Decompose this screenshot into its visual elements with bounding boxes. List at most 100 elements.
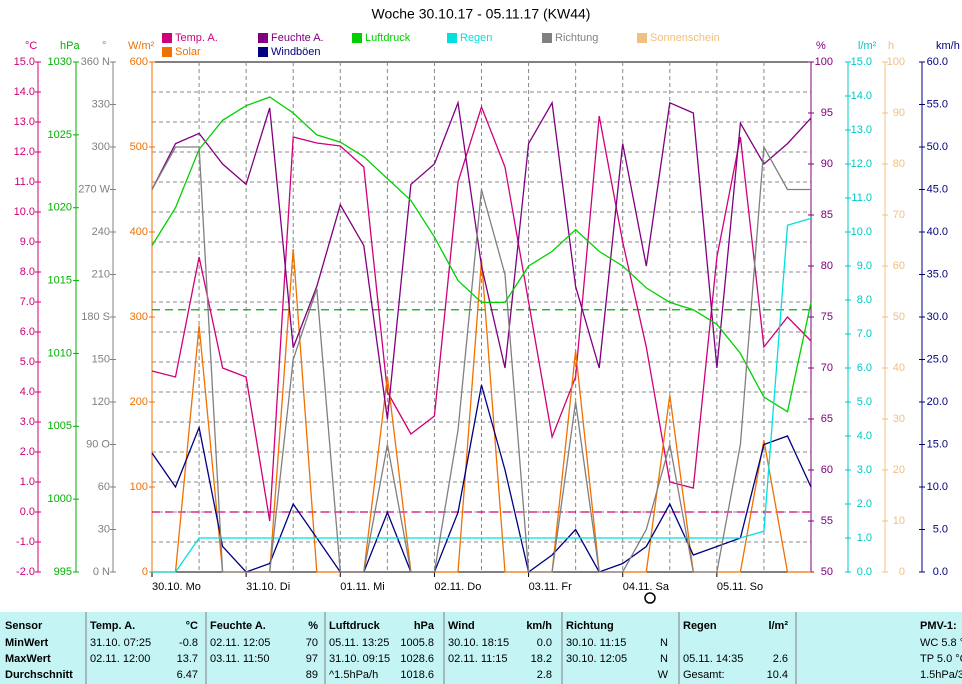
y-tick-label: 60.0: [927, 56, 948, 68]
y-tick-label: 120: [92, 396, 110, 408]
y-tick-label: 55.0: [927, 98, 948, 110]
cell-value: 1005.8: [400, 637, 434, 649]
series-line: [151, 384, 812, 574]
y-tick-label: 5.0: [933, 523, 948, 535]
y-tick-label: 25.0: [927, 353, 948, 365]
x-tick-label: 31.10. Di: [246, 581, 290, 593]
y-tick-label: 1005: [48, 420, 72, 432]
legend-label: Luftdruck: [365, 32, 411, 44]
y-tick-label: 5.0: [857, 396, 872, 408]
series-line: [152, 217, 812, 573]
column-title: Regen: [683, 620, 717, 632]
legend-label: Regen: [460, 32, 492, 44]
y-tick-label: 1025: [48, 129, 72, 141]
y-tick-label: 200: [130, 396, 148, 408]
y-tick-label: 40.0: [927, 226, 948, 238]
cell-time: ^1.5hPa/h: [329, 669, 378, 681]
cell-time: Gesamt:: [683, 669, 725, 681]
y-tick-label: 8.0: [857, 294, 872, 306]
y-tick-label: 30: [893, 413, 905, 425]
legend-swatch: [162, 47, 172, 57]
cell-value: W: [658, 669, 669, 681]
x-tick-label: 03.11. Fr: [529, 581, 573, 593]
axis-unit: hPa: [60, 40, 80, 52]
y-tick-label: 100: [815, 56, 833, 68]
y-tick-label: 15.0: [851, 56, 872, 68]
y-tick-label: 14.0: [14, 86, 35, 98]
cell-value: 2.6: [773, 653, 788, 665]
pmv-value: WC 5.8 °: [920, 637, 962, 649]
y-tick-label: 30: [98, 523, 110, 535]
y-tick-label: 65: [821, 413, 833, 425]
y-tick-label: 40: [893, 362, 905, 374]
cell-value: 2.8: [537, 669, 552, 681]
cell-time: 30.10. 12:05: [566, 653, 627, 665]
y-tick-label: 1.0: [857, 532, 872, 544]
column-unit: l/m²: [768, 620, 788, 632]
y-tick-label: -2.0: [16, 566, 35, 578]
column-unit: km/h: [526, 620, 552, 632]
y-tick-label: 6.0: [20, 326, 35, 338]
y-tick-label: 360 N: [81, 56, 110, 68]
y-tick-label: 6.0: [857, 362, 872, 374]
y-tick-label: 55: [821, 515, 833, 527]
cell-value: N: [660, 653, 668, 665]
series-line: [151, 105, 812, 522]
y-tick-label: 2.0: [857, 498, 872, 510]
y-tick-label: 0: [142, 566, 148, 578]
y-tick-label: 15.0: [14, 56, 35, 68]
column-unit: %: [308, 620, 318, 632]
y-tick-label: 50.0: [927, 141, 948, 153]
chart-title: Woche 30.10.17 - 05.11.17 (KW44): [372, 6, 591, 22]
y-tick-label: 90 O: [86, 438, 110, 450]
y-tick-label: 13.0: [851, 124, 872, 136]
y-tick-label: 20: [893, 464, 905, 476]
y-tick-label: 10.0: [14, 206, 35, 218]
axis-unit: W/m²: [128, 40, 155, 52]
y-tick-label: 35.0: [927, 268, 948, 280]
y-tick-label: 15.0: [927, 438, 948, 450]
y-tick-label: 1.0: [20, 476, 35, 488]
y-tick-label: 60: [893, 260, 905, 272]
row-label: Durchschnitt: [5, 669, 73, 681]
legend-swatch: [258, 47, 268, 57]
pmv-title: PMV-1:: [920, 620, 957, 632]
pmv-value: 1.5hPa/3: [920, 669, 962, 681]
cell-value: 10.4: [767, 669, 788, 681]
y-tick-label: 5.0: [20, 356, 35, 368]
column-title: Richtung: [566, 620, 614, 632]
y-tick-label: 1000: [48, 493, 72, 505]
y-tick-label: 50: [893, 311, 905, 323]
y-tick-label: 20.0: [927, 396, 948, 408]
y-tick-label: 600: [130, 56, 148, 68]
y-tick-label: 240: [92, 226, 110, 238]
cell-value: 1018.6: [400, 669, 434, 681]
y-tick-label: 4.0: [20, 386, 35, 398]
y-tick-label: 85: [821, 209, 833, 221]
y-tick-label: 150: [92, 353, 110, 365]
cell-value: N: [660, 637, 668, 649]
y-tick-label: 10.0: [927, 481, 948, 493]
column-title: Temp. A.: [90, 620, 135, 632]
y-tick-label: 10.0: [851, 226, 872, 238]
legend-label: Sonnenschein: [650, 32, 720, 44]
legend-swatch: [352, 33, 362, 43]
axis-unit: °C: [25, 40, 37, 52]
series-line: [151, 144, 811, 573]
legend-label: Feuchte A.: [271, 32, 324, 44]
y-tick-label: 13.0: [14, 116, 35, 128]
cell-value: 89: [306, 669, 318, 681]
legend-swatch: [162, 33, 172, 43]
y-tick-label: 12.0: [851, 158, 872, 170]
axis-unit: %: [816, 40, 826, 52]
y-tick-label: 60: [98, 481, 110, 493]
y-tick-label: 70: [893, 209, 905, 221]
y-tick-label: 30.0: [927, 311, 948, 323]
y-tick-label: 7.0: [857, 328, 872, 340]
y-tick-label: 80: [821, 260, 833, 272]
y-tick-label: -1.0: [16, 536, 35, 548]
y-tick-label: 0: [899, 566, 905, 578]
cell-time: 30.10. 18:15: [448, 637, 509, 649]
y-tick-label: 90: [893, 107, 905, 119]
cell-value: 1028.6: [400, 653, 434, 665]
